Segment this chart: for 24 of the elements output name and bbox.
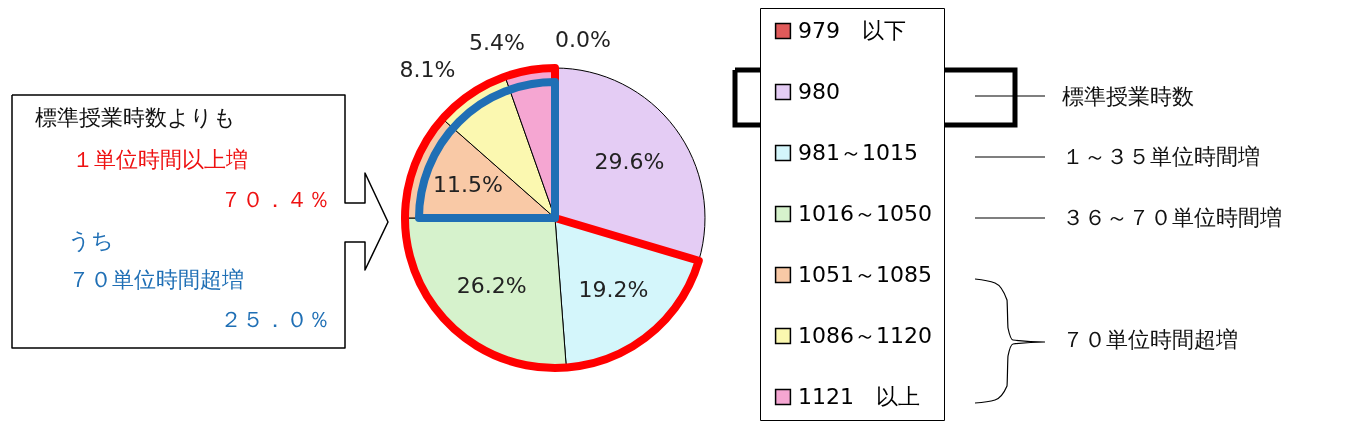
data-label: 5.4% xyxy=(469,29,525,55)
data-label: 8.1% xyxy=(399,57,456,83)
legend-label: 1016～1050 xyxy=(798,201,932,226)
data-label: 26.2% xyxy=(456,273,527,299)
legend-label: 979 以下 xyxy=(798,18,906,43)
text: ７０単位時間超増 xyxy=(68,267,244,292)
data-label: 11.5% xyxy=(433,172,503,198)
text: ３６～７０単位時間増 xyxy=(1062,205,1282,230)
data-label: 29.6% xyxy=(594,149,665,175)
legend-label: 1086～1120 xyxy=(798,323,932,348)
text: ７０．４％ xyxy=(220,187,330,212)
text: １～３５単位時間増 xyxy=(1062,144,1260,169)
text: 標準授業時数よりも xyxy=(35,105,236,130)
text: 0.0% xyxy=(555,27,611,52)
text: うち xyxy=(68,228,114,253)
legend-label: 981～1015 xyxy=(798,140,918,165)
text: ７０単位時間超増 xyxy=(1062,327,1238,352)
legend-label: 980 xyxy=(798,79,840,104)
data-label: 19.2% xyxy=(578,277,649,303)
legend-label: 1051～1085 xyxy=(798,262,932,287)
text: 標準授業時数 xyxy=(1062,84,1194,109)
text: １単位時間以上増 xyxy=(72,147,248,172)
legend-label: 1121 以上 xyxy=(798,384,920,409)
text: ２５．０％ xyxy=(220,307,330,332)
